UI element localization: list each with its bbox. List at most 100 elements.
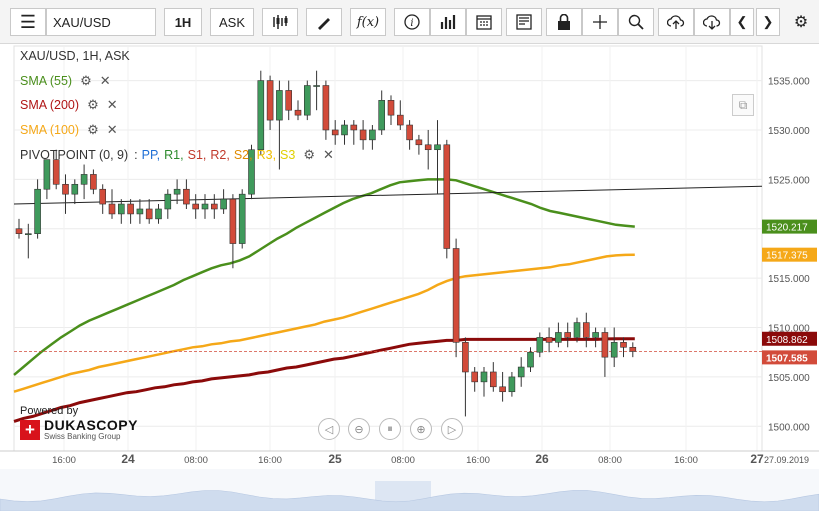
candle-body (434, 144, 441, 151)
next-icon: ❯ (762, 14, 774, 29)
candle-body (620, 342, 627, 348)
candle-body (462, 342, 469, 373)
scroll-right-button[interactable]: ▷ (441, 418, 463, 440)
info-button[interactable]: i (394, 8, 430, 36)
prev-icon: ❮ (736, 14, 748, 29)
candle-body (248, 149, 255, 195)
x-tick-label: 16:00 (466, 455, 490, 466)
candle-body (378, 100, 386, 131)
maximize-pane-button[interactable]: ⧉ (732, 94, 754, 116)
chart-area[interactable]: 1535.0001530.0001525.0001520.0001515.000… (0, 44, 819, 511)
candle-body (238, 193, 246, 244)
draw-button[interactable] (306, 8, 342, 36)
candle-body (24, 233, 32, 235)
chart-type-button[interactable] (262, 8, 298, 36)
x-tick-label: 08:00 (598, 455, 622, 466)
settings-button[interactable]: ⚙ (788, 8, 814, 36)
pivot-r1: R1, (164, 148, 184, 162)
y-tick-label: 1500.000 (768, 422, 810, 433)
sma55-line (13, 178, 635, 376)
symbol-label: XAU/USD (53, 14, 111, 30)
candle-body (15, 228, 23, 234)
x-tick-label: 26 (535, 452, 549, 466)
menu-button[interactable]: ☰ (10, 8, 46, 36)
candle-body (387, 100, 395, 116)
sma55-settings-icon[interactable]: ⚙ (80, 73, 92, 88)
candle-body (508, 376, 516, 393)
prev-button[interactable]: ❮ (730, 8, 754, 36)
sma200-settings-icon[interactable]: ⚙ (87, 97, 99, 112)
price-badge (762, 219, 817, 234)
reset-zoom-button[interactable]: ⏸ (379, 418, 401, 440)
candle-body (350, 124, 358, 131)
sma100-settings-icon[interactable]: ⚙ (87, 122, 99, 137)
sma55-label: SMA (55) (20, 74, 73, 88)
calendar-button[interactable] (466, 8, 502, 36)
candle-body (555, 332, 562, 343)
legend-sma55: SMA (55) ⚙ ✕ (20, 73, 111, 89)
candle-body (471, 371, 479, 383)
candle-body (220, 198, 227, 210)
sma100-line (13, 253, 635, 393)
pivot-label: PIVOTPOINT (0, 9) (20, 148, 129, 162)
lock-button[interactable] (546, 8, 582, 36)
price-badge-label: 1508.862 (766, 335, 808, 346)
function-icon: f(x) (356, 14, 380, 30)
candle-body (155, 208, 162, 220)
zoom-button[interactable] (618, 8, 654, 36)
x-tick-label: 08:00 (391, 455, 415, 466)
price-badge (762, 247, 817, 262)
svg-text:i: i (410, 18, 413, 29)
candle-body (118, 203, 125, 215)
candle-body (406, 124, 413, 141)
draw-icon (318, 18, 330, 30)
candle-body (415, 139, 423, 146)
candle-body (322, 85, 330, 131)
upload-button[interactable] (658, 8, 694, 36)
candle-body (43, 159, 51, 190)
sma55-remove-icon[interactable]: ✕ (99, 73, 111, 88)
download-button[interactable] (694, 8, 730, 36)
pivot-s3: S3 (280, 148, 296, 162)
pivot-settings-icon[interactable]: ⚙ (303, 147, 315, 162)
volume-icon (440, 15, 456, 29)
candle-body (173, 188, 181, 195)
crosshair-button[interactable] (582, 8, 618, 36)
y-tick-label: 1530.000 (768, 126, 810, 137)
candle-body (527, 351, 534, 368)
price-chart[interactable]: 1535.0001530.0001525.0001520.0001515.000… (0, 44, 819, 511)
x-end-label: 27.09.2019 (764, 455, 809, 465)
candle-body (229, 198, 237, 244)
news-button[interactable] (506, 8, 542, 36)
candle-body (90, 174, 97, 190)
x-tick-label: 25 (328, 452, 342, 466)
x-tick-label: 16:00 (52, 455, 76, 466)
pivot-remove-icon[interactable]: ✕ (323, 147, 334, 162)
y-tick-label: 1525.000 (768, 175, 810, 186)
period-select[interactable]: 1H (164, 8, 202, 36)
volume-button[interactable] (430, 8, 466, 36)
sma200-remove-icon[interactable]: ✕ (106, 97, 118, 112)
candle-body (127, 203, 134, 215)
candle-body (303, 85, 311, 116)
y-tick-label: 1505.000 (768, 373, 810, 384)
candle-body (71, 183, 79, 195)
toolbar: ☰ XAU/USD 1H ASK f(x) i ❮ (0, 0, 819, 44)
candle-body (62, 183, 69, 195)
zoom-out-button[interactable]: ⊖ (348, 418, 370, 440)
function-button[interactable]: f(x) (350, 8, 386, 36)
symbol-select[interactable]: XAU/USD (46, 8, 156, 36)
scroll-left-button[interactable]: ◁ (318, 418, 340, 440)
logo-sub: Swiss Banking Group (44, 432, 121, 441)
side-select[interactable]: ASK (210, 8, 254, 36)
side-label: ASK (218, 14, 245, 30)
candle-body (34, 188, 41, 234)
zoom-icon (628, 14, 644, 30)
x-tick-label: 16:00 (258, 455, 282, 466)
sma100-remove-icon[interactable]: ✕ (106, 122, 118, 137)
candle-body (52, 159, 60, 185)
upload-icon (667, 15, 685, 29)
next-button[interactable]: ❯ (756, 8, 780, 36)
candle-body (369, 129, 376, 141)
zoom-in-button[interactable]: ⊕ (410, 418, 432, 440)
